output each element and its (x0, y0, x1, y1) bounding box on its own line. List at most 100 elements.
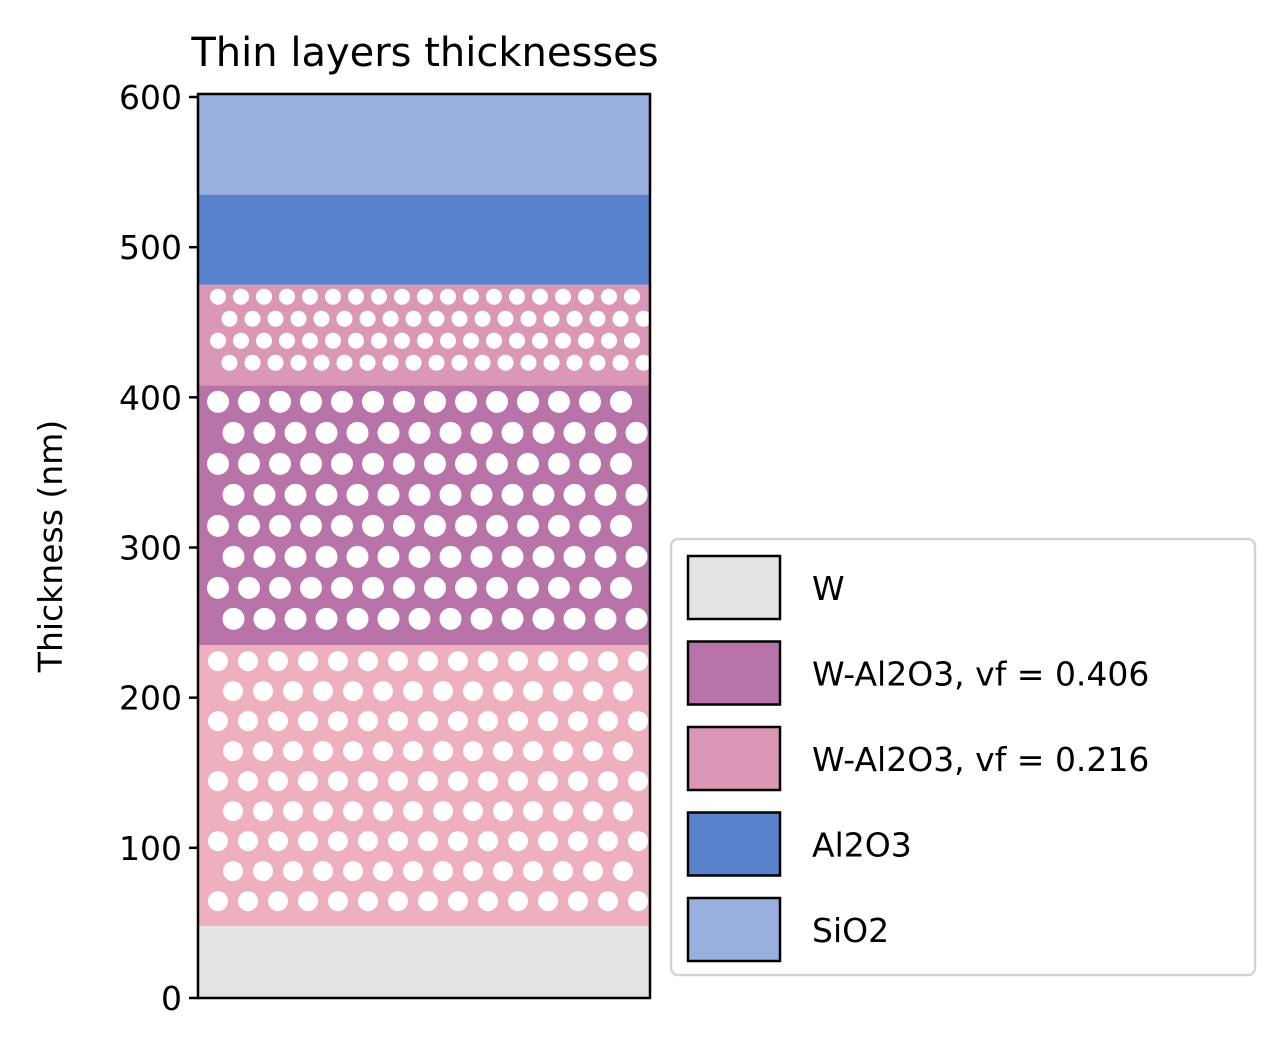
inclusion-dot (238, 831, 258, 852)
inclusion-dot (566, 310, 583, 327)
inclusion-dot (362, 390, 384, 413)
inclusion-dot (493, 801, 513, 822)
inclusion-dot (377, 483, 400, 506)
inclusion-dot (267, 310, 284, 327)
inclusion-dot (393, 390, 415, 413)
inclusion-dot (538, 891, 558, 912)
inclusion-dot (253, 607, 276, 630)
inclusion-dot (377, 421, 400, 444)
inclusion-dot (348, 332, 364, 349)
layer-bar-0 (198, 925, 650, 998)
inclusion-dot (470, 421, 493, 444)
inclusion-dot (302, 288, 318, 305)
inclusion-dot (373, 801, 393, 822)
legend-item: Al2O3 (686, 811, 912, 877)
inclusion-dot (428, 354, 445, 371)
inclusion-dot (523, 801, 543, 822)
inclusion-dot (346, 421, 369, 444)
inclusion-dot (313, 354, 330, 371)
inclusion-dot (486, 332, 502, 349)
inclusion-dot (553, 741, 573, 762)
inclusion-dot (563, 607, 586, 630)
inclusion-dot (568, 771, 588, 792)
inclusion-dot (440, 288, 456, 305)
inclusion-dot (253, 483, 276, 506)
inclusion-dot (625, 607, 648, 630)
inclusion-dot (463, 332, 479, 349)
inclusion-dot (474, 354, 491, 371)
inclusion-dot (578, 288, 594, 305)
y-tick-label: 200 (119, 679, 182, 718)
inclusion-dot (520, 354, 537, 371)
inclusion-dot (408, 607, 431, 630)
inclusion-dot (509, 332, 525, 349)
inclusion-dot (448, 831, 468, 852)
inclusion-dot (408, 421, 431, 444)
inclusion-dot (222, 483, 245, 506)
inclusion-dot (358, 651, 378, 672)
inclusion-dot (269, 576, 291, 599)
inclusion-dot (440, 332, 456, 349)
inclusion-dot (223, 801, 243, 822)
inclusion-dot (358, 891, 378, 912)
inclusion-dot (283, 801, 303, 822)
inclusion-dot (221, 310, 238, 327)
legend-label: SiO2 (812, 911, 889, 950)
inclusion-dot (553, 681, 573, 702)
inclusion-dot (455, 452, 477, 475)
inclusion-dot (470, 607, 493, 630)
inclusion-dot (601, 288, 617, 305)
inclusion-dot (283, 861, 303, 882)
y-axis: 0 100 200 300 400 500 600 (119, 78, 198, 1018)
inclusion-dot (253, 681, 273, 702)
inclusion-dot (244, 310, 261, 327)
layer-bar-4 (198, 194, 650, 285)
inclusion-dot (594, 607, 617, 630)
inclusion-dot (612, 310, 629, 327)
inclusion-dot (210, 332, 226, 349)
inclusion-dot (268, 771, 288, 792)
inclusion-dot (417, 288, 433, 305)
inclusion-dot (610, 390, 632, 413)
inclusion-dot (325, 288, 341, 305)
inclusion-dot (532, 332, 548, 349)
legend-label: W-Al2O3, vf = 0.216 (812, 740, 1149, 779)
inclusion-dot (579, 390, 601, 413)
inclusion-dot (315, 607, 338, 630)
inclusion-dot (463, 741, 483, 762)
layer-4 (198, 194, 650, 285)
inclusion-dot (598, 831, 618, 852)
inclusion-dot (594, 421, 617, 444)
legend-swatch (686, 725, 782, 792)
inclusion-dot (493, 861, 513, 882)
inclusion-dot (284, 483, 307, 506)
inclusion-dot (393, 452, 415, 475)
inclusion-dot (418, 771, 438, 792)
inclusion-dot (598, 651, 618, 672)
inclusion-dot (478, 831, 498, 852)
inclusion-dot (455, 390, 477, 413)
inclusion-dot (238, 771, 258, 792)
inclusion-dot (635, 310, 650, 327)
inclusion-dot (508, 711, 528, 732)
inclusion-dot (298, 891, 318, 912)
inclusion-dot (388, 771, 408, 792)
inclusion-dot (346, 483, 369, 506)
inclusion-dot (478, 891, 498, 912)
inclusion-dot (508, 891, 528, 912)
inclusion-dot (313, 801, 333, 822)
inclusion-dot (598, 891, 618, 912)
inclusion-dot (238, 711, 258, 732)
inclusion-dot (279, 332, 295, 349)
inclusion-dot (579, 514, 601, 537)
inclusion-dot (315, 483, 338, 506)
inclusion-dot (238, 452, 260, 475)
inclusion-dot (433, 741, 453, 762)
inclusion-dot (424, 452, 446, 475)
inclusion-dot (610, 514, 632, 537)
inclusion-dot (418, 831, 438, 852)
inclusion-dot (223, 681, 243, 702)
inclusion-dot (325, 332, 341, 349)
inclusion-dot (284, 421, 307, 444)
inclusion-dot (568, 711, 588, 732)
